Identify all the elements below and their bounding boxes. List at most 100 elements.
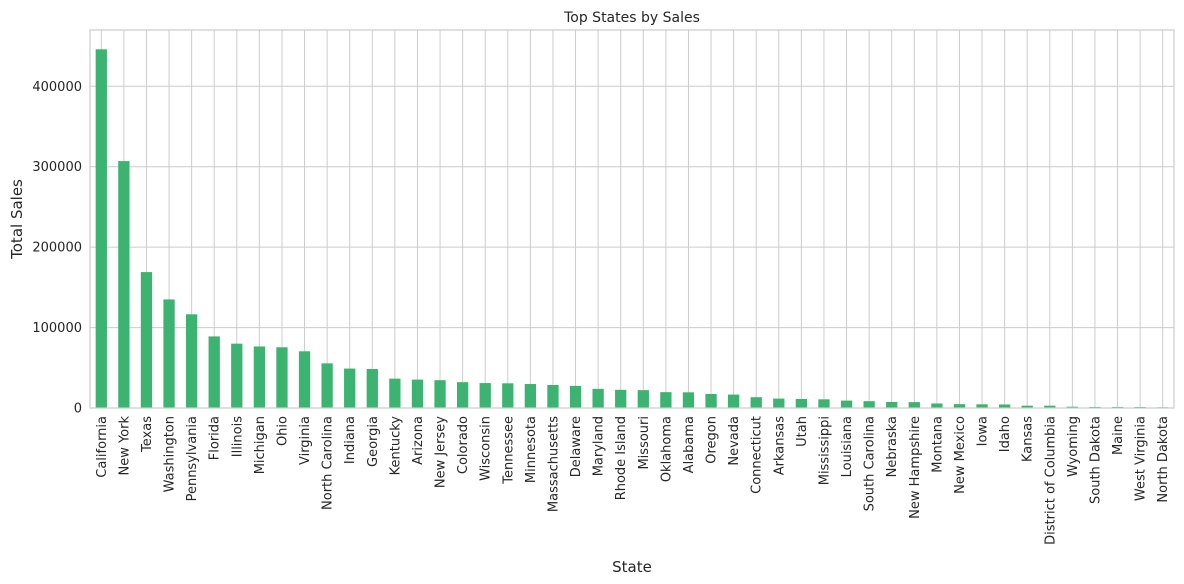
bar: [569, 385, 582, 408]
bar: [1066, 406, 1079, 408]
x-tick-label: Georgia: [366, 416, 381, 467]
bar: [953, 404, 966, 408]
x-tick-label: New York: [117, 416, 132, 476]
y-tick-label: 100000: [32, 321, 82, 336]
x-tick-label: Colorado: [456, 416, 471, 474]
x-tick-label: Florida: [208, 416, 223, 460]
y-tick-labels: 0 100000 200000 300000 400000: [32, 80, 82, 417]
x-tick-label: Maryland: [592, 416, 607, 476]
x-tick-label: Virginia: [298, 416, 313, 465]
bar: [253, 346, 266, 408]
bar: [231, 343, 243, 408]
x-tick-label: Connecticut: [750, 416, 765, 494]
x-tick-label: New Hampshire: [908, 416, 923, 519]
x-tick-label: Arkansas: [772, 416, 787, 475]
bar: [163, 299, 175, 408]
bar: [321, 363, 333, 408]
bar: [592, 388, 604, 408]
x-tick-label: Mississippi: [817, 416, 832, 485]
bar: [750, 397, 762, 408]
bar: [795, 398, 808, 408]
grid-lines: [90, 30, 1174, 409]
x-tick-label: Iowa: [976, 416, 991, 446]
bar: [637, 390, 649, 408]
bar: [998, 404, 1011, 408]
x-tick-label: Wisconsin: [479, 416, 494, 481]
bar: [411, 379, 424, 408]
bar: [276, 347, 288, 408]
chart-title: Top States by Sales: [563, 10, 700, 26]
bar: [524, 384, 537, 408]
bar: [615, 389, 627, 408]
x-tick-label: North Dakota: [1156, 416, 1171, 503]
x-tick-label: South Dakota: [1088, 416, 1103, 504]
bar: [547, 384, 559, 408]
x-tick-labels: California New York Texas Washington Pennsyl…: [95, 416, 1171, 545]
bar: [818, 399, 830, 408]
x-tick-label: Rhode Island: [614, 416, 629, 500]
x-tick-label: Maine: [1111, 416, 1126, 455]
bar: [908, 402, 920, 408]
bar: [863, 401, 875, 408]
x-tick-label: Indiana: [343, 416, 358, 464]
x-tick-label: Ohio: [275, 416, 290, 446]
bar: [886, 401, 898, 408]
y-tick-label: 0: [74, 402, 82, 417]
bar: [727, 394, 740, 408]
x-tick-label: Oregon: [705, 416, 720, 464]
bar: [140, 272, 153, 408]
bar: [366, 368, 378, 408]
bar: [298, 351, 311, 408]
x-tick-label: Wyoming: [1066, 416, 1081, 477]
x-tick-label: Alabama: [682, 416, 697, 473]
x-tick-label: Arizona: [411, 416, 426, 465]
x-tick-label: Oklahoma: [659, 416, 674, 482]
x-tick-label: Texas: [140, 416, 155, 453]
y-tick-label: 400000: [32, 80, 82, 95]
x-tick-label: Idaho: [998, 416, 1013, 452]
x-tick-label: New Jersey: [434, 416, 449, 488]
x-tick-label: Nevada: [727, 416, 742, 466]
x-tick-label: Nebraska: [885, 416, 900, 477]
x-tick-label: Delaware: [569, 416, 584, 477]
x-tick-label: Louisiana: [840, 416, 855, 477]
x-tick-label: Michigan: [253, 416, 268, 474]
x-tick-label: Kentucky: [388, 416, 403, 476]
bars: [95, 49, 1169, 409]
x-tick-label: District of Columbia: [1043, 416, 1058, 545]
bar: [434, 380, 446, 408]
bar: [389, 378, 401, 408]
bar: [208, 336, 220, 408]
bar: [479, 383, 491, 408]
x-tick-label: Massachusetts: [546, 416, 561, 512]
bar: [976, 404, 988, 408]
bar: [344, 368, 356, 408]
x-tick-label: Montana: [930, 416, 945, 473]
y-tick-label: 300000: [32, 160, 82, 175]
x-tick-label: Washington: [163, 416, 178, 492]
bar: [456, 382, 469, 408]
bar: [931, 403, 943, 408]
x-tick-label: West Virginia: [1134, 416, 1149, 501]
y-tick-label: 200000: [32, 241, 82, 256]
x-tick-label: Kansas: [1021, 416, 1036, 462]
x-tick-label: North Carolina: [321, 416, 336, 510]
x-tick-label: Pennsylvania: [185, 416, 200, 501]
bar: [502, 383, 514, 408]
bar: [682, 392, 695, 408]
bar: [660, 392, 672, 408]
bar: [1044, 405, 1056, 408]
x-tick-label: New Mexico: [953, 416, 968, 494]
bar: [840, 400, 853, 408]
bar: [705, 394, 717, 408]
x-axis-title: State: [612, 558, 652, 576]
x-tick-label: Minnesota: [524, 416, 539, 483]
x-tick-label: California: [95, 416, 110, 478]
bar: [1021, 405, 1033, 408]
y-axis-title: Total Sales: [8, 179, 26, 260]
x-tick-label: Missouri: [637, 416, 652, 470]
bar: [185, 314, 198, 408]
x-tick-label: Tennessee: [501, 416, 516, 485]
bar: [773, 398, 785, 408]
